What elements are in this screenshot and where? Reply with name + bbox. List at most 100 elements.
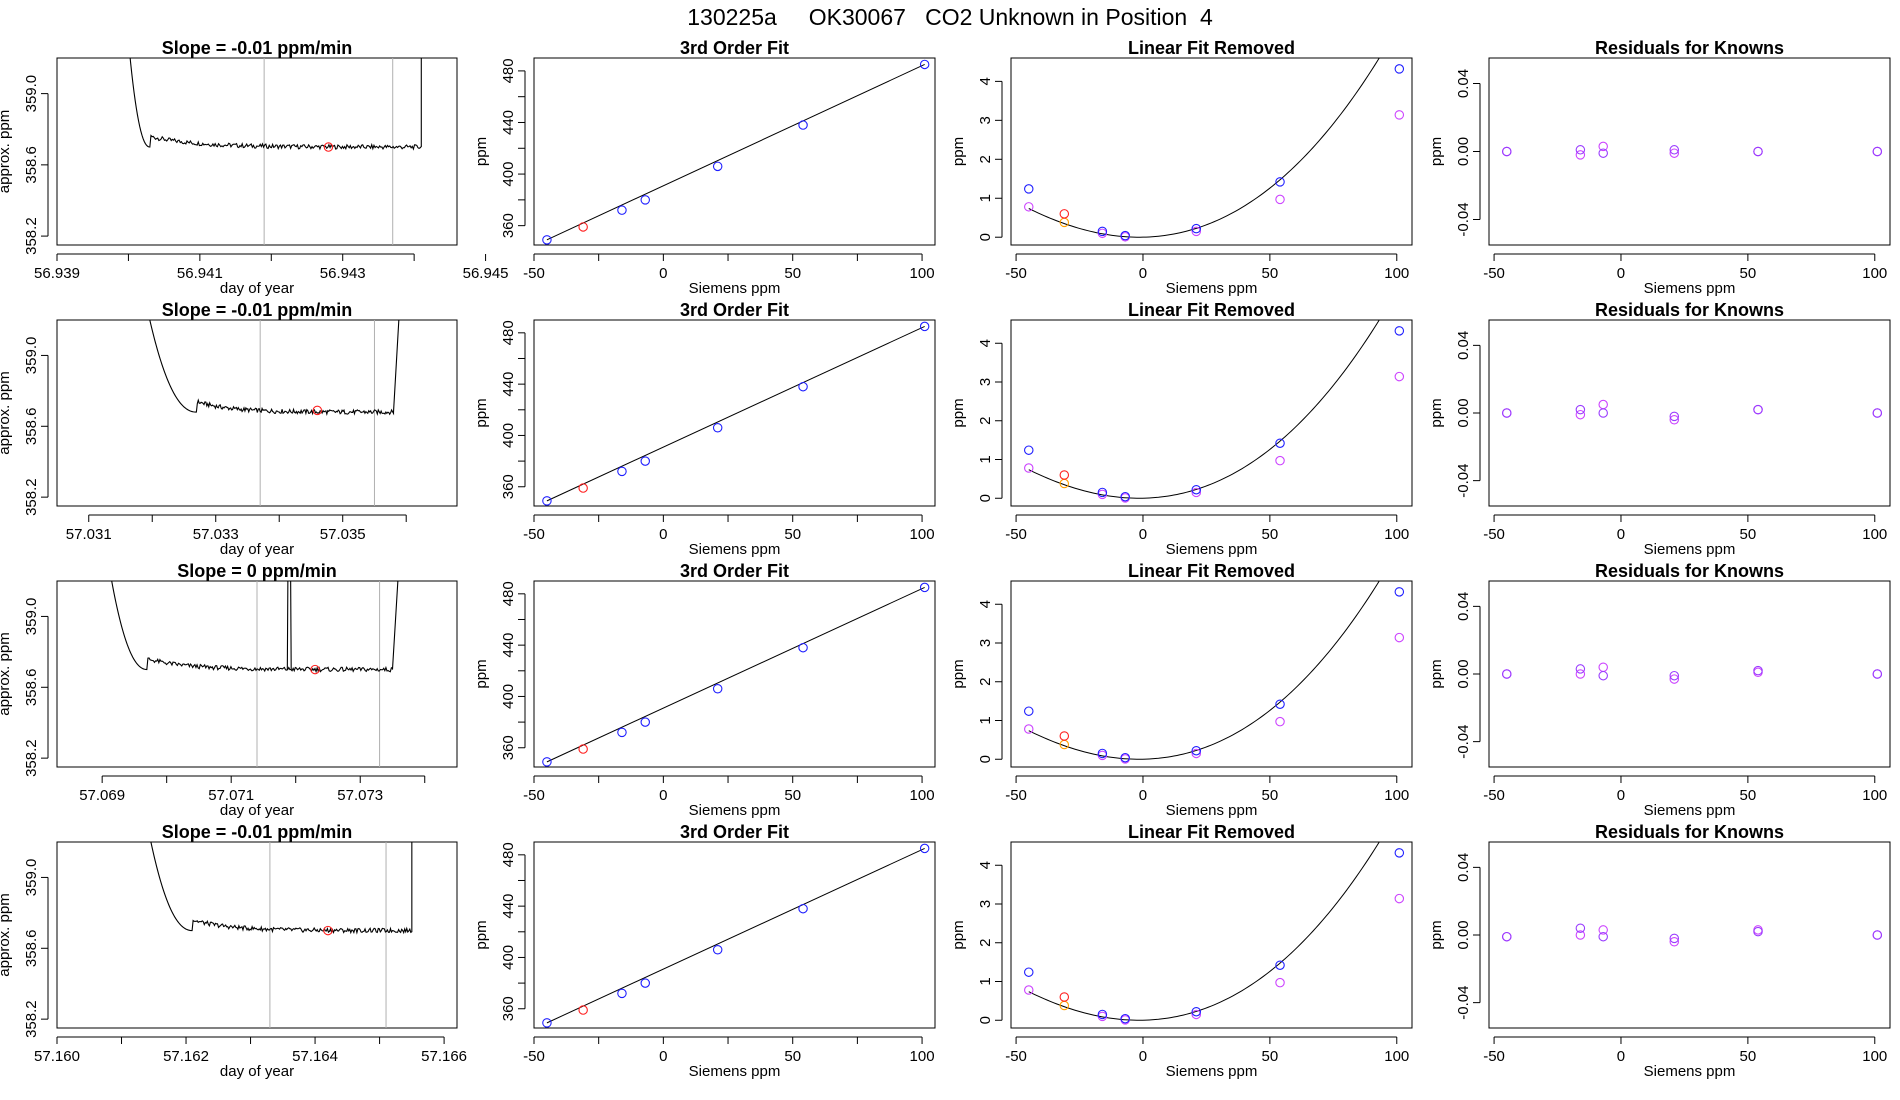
x-tick-label: -50 xyxy=(1005,526,1027,543)
magenta-point xyxy=(1394,632,1405,643)
plot-title: Linear Fit Removed xyxy=(1128,822,1295,842)
plot-area xyxy=(1024,58,1405,242)
plot-title: Slope = -0.01 ppm/min xyxy=(162,38,353,58)
standard-point xyxy=(1024,706,1034,716)
standard-point xyxy=(1191,223,1202,234)
y-tick-label: 0 xyxy=(977,233,994,241)
plot-area xyxy=(1024,320,1405,503)
standard-point xyxy=(640,456,650,466)
y-tick-label: 359.0 xyxy=(23,859,40,897)
y-tick-label: 480 xyxy=(500,842,517,867)
y-tick-label: -0.04 xyxy=(1455,725,1472,759)
x-tick-label: -50 xyxy=(1005,787,1027,804)
x-tick-label: -50 xyxy=(1483,265,1505,282)
y-tick-label: 0.04 xyxy=(1455,853,1472,882)
y-tick-label: 360 xyxy=(500,474,517,499)
x-tick-label: 0 xyxy=(1139,526,1147,543)
y-tick-label: 358.2 xyxy=(23,1000,40,1038)
y-axis-label: approx. ppm xyxy=(0,371,13,454)
y-tick-label: -0.04 xyxy=(1455,464,1472,498)
magenta-point xyxy=(1191,487,1202,498)
plot-area xyxy=(129,58,422,245)
x-axis-label: Siemens ppm xyxy=(689,802,781,819)
plot-area xyxy=(542,59,930,245)
standard-point xyxy=(1191,1006,1202,1017)
x-tick-label: 0 xyxy=(1139,1048,1147,1065)
fit-line xyxy=(546,847,925,1024)
x-tick-label: 50 xyxy=(784,787,801,804)
standard-point xyxy=(617,988,627,999)
x-axis-label: Siemens ppm xyxy=(1166,541,1258,558)
y-tick-label: 480 xyxy=(500,320,517,345)
residual-point-blue xyxy=(1575,664,1586,674)
plot-title: 3rd Order Fit xyxy=(680,38,789,58)
magenta-point xyxy=(1275,977,1285,988)
x-tick-label: 100 xyxy=(1862,526,1887,543)
plot-title: Residuals for Knowns xyxy=(1595,561,1784,581)
concentration-trace xyxy=(149,320,400,416)
quadratic-curve xyxy=(1028,581,1380,760)
x-axis-label: day of year xyxy=(220,280,294,297)
y-tick-label: 358.6 xyxy=(23,408,40,446)
plot-frame xyxy=(533,57,936,246)
standard-point xyxy=(640,717,650,727)
plot-area xyxy=(1502,141,1883,160)
y-tick-label: 440 xyxy=(500,372,517,397)
y-tick-label: 4 xyxy=(977,339,994,347)
residual-point-blue xyxy=(1872,930,1883,940)
y-axis-label: ppm xyxy=(1428,920,1445,949)
x-tick-label: 100 xyxy=(1384,1048,1409,1065)
y-axis-label: ppm xyxy=(950,398,967,427)
third-order-fit-panel-row-3: 3rd Order Fit Siemens ppm ppm -50 0 50 100 360 4… xyxy=(473,561,936,819)
residual-point-blue xyxy=(1575,923,1586,933)
plot-title: 3rd Order Fit xyxy=(680,822,789,842)
x-tick-label: -50 xyxy=(1483,526,1505,543)
x-axis-label: Siemens ppm xyxy=(1166,1063,1258,1080)
y-tick-label: 0 xyxy=(977,1016,994,1024)
standard-point xyxy=(1394,848,1405,858)
y-tick-label: 0.04 xyxy=(1455,592,1472,621)
y-tick-label: 360 xyxy=(500,213,517,238)
y-axis-label: ppm xyxy=(950,137,967,166)
standard-point xyxy=(712,945,723,955)
y-tick-label: 360 xyxy=(500,735,517,760)
y-axis-label: ppm xyxy=(473,920,490,949)
plot-frame xyxy=(1010,841,1413,1029)
standard-point xyxy=(919,321,930,332)
residual-point-magenta xyxy=(1575,930,1586,940)
standard-point xyxy=(1275,438,1285,448)
x-tick-label: 0 xyxy=(659,526,667,543)
residual-point-magenta xyxy=(1669,674,1680,684)
y-tick-label: 2 xyxy=(977,417,994,425)
x-tick-label: 50 xyxy=(784,526,801,543)
y-tick-label: 3 xyxy=(977,116,994,124)
page-title: 130225a OK30067 CO2 Unknown in Position … xyxy=(687,4,1213,30)
x-tick-label: 57.069 xyxy=(79,787,125,804)
y-tick-label: 400 xyxy=(500,162,517,187)
x-tick-label: 57.033 xyxy=(193,526,239,543)
x-tick-label: 57.031 xyxy=(66,526,112,543)
x-tick-label: 0 xyxy=(1617,265,1625,282)
x-tick-label: -50 xyxy=(523,1048,545,1065)
unknown-point xyxy=(1059,470,1070,480)
y-axis-label: ppm xyxy=(1428,659,1445,688)
trace-panel-row-4: Slope = -0.01 ppm/min day of year approx. … xyxy=(0,822,467,1080)
x-tick-label: 0 xyxy=(659,1048,667,1065)
y-tick-label: 358.6 xyxy=(23,669,40,707)
x-axis-label: Siemens ppm xyxy=(689,1063,781,1080)
plot-title: Linear Fit Removed xyxy=(1128,300,1295,320)
concentration-trace xyxy=(150,842,413,935)
standard-point xyxy=(1120,1013,1130,1024)
standard-point xyxy=(798,381,808,392)
unknown-point xyxy=(1059,209,1070,219)
residual-point-blue xyxy=(1575,145,1586,155)
fit-line xyxy=(546,63,925,241)
magenta-point xyxy=(1394,893,1405,904)
x-tick-label: 0 xyxy=(1139,787,1147,804)
x-tick-label: 57.166 xyxy=(421,1048,467,1065)
residual-point-blue xyxy=(1872,146,1883,157)
magenta-point xyxy=(1191,1009,1202,1020)
plot-area xyxy=(1024,581,1405,764)
